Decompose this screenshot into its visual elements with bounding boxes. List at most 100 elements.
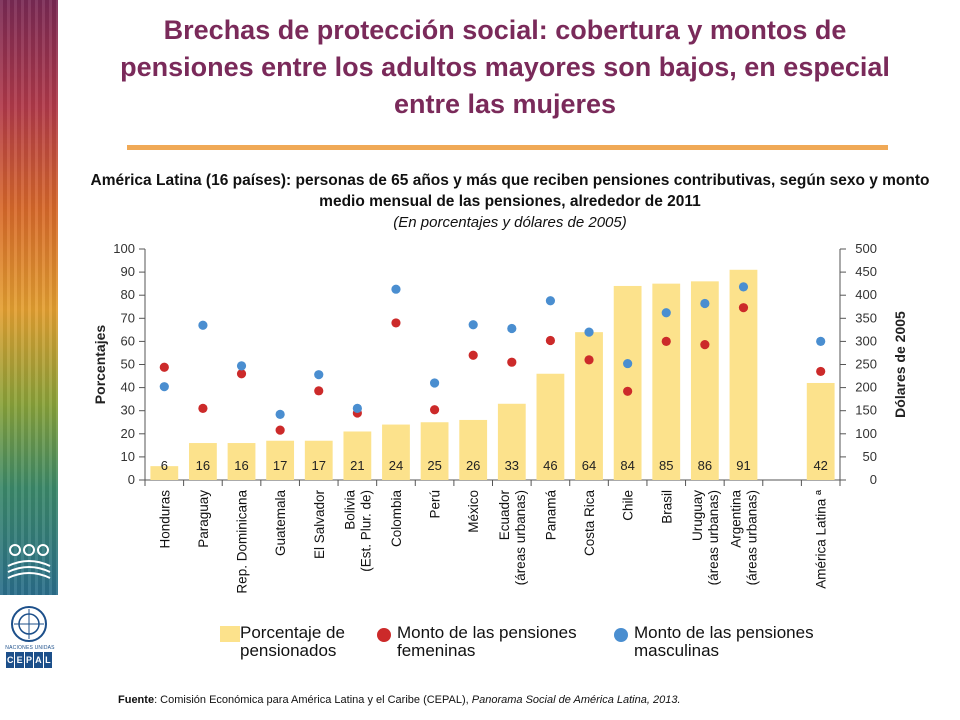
category-label: Guatemala (273, 490, 288, 557)
bar (497, 403, 526, 480)
category-label-line: Honduras (157, 490, 172, 549)
category-label-line: Argentina (728, 490, 743, 548)
y-axis-left-title: Porcentajes (92, 325, 108, 405)
male-pension-point (584, 327, 594, 337)
bar-value-label: 64 (582, 458, 596, 473)
cepal-letter: A (34, 652, 43, 668)
legend-bar-swatch (220, 626, 240, 642)
female-pension-point (700, 340, 710, 350)
left-tick-label: 50 (121, 357, 135, 372)
bar-value-label: 16 (196, 458, 210, 473)
bar (189, 443, 217, 480)
male-pension-point (468, 320, 478, 330)
right-tick-label: 350 (855, 310, 877, 325)
left-tick-label: 100 (113, 241, 135, 256)
category-label-line: Bolivia (342, 490, 357, 530)
male-pension-point (275, 409, 285, 419)
right-tick-label: 100 (855, 426, 877, 441)
male-pension-point (507, 323, 517, 334)
chart-subtitle: América Latina (16 países): personas de … (90, 172, 930, 210)
female-pension-point (198, 403, 208, 413)
page-title: Brechas de protección social: cobertura … (120, 15, 890, 119)
category-label-line: América Latina ª (814, 489, 829, 589)
left-tick-label: 90 (121, 264, 135, 279)
female-pension-point (545, 335, 556, 346)
male-pension-point (700, 298, 710, 309)
female-pension-point (816, 366, 826, 377)
un-label: NACIONES UNIDAS (5, 645, 55, 651)
bar-value-label: 6 (161, 458, 168, 473)
cepal-motif-icon (7, 544, 51, 579)
source-label: Fuente (118, 694, 155, 706)
female-pension-point (159, 362, 169, 372)
male-pension-point (545, 296, 556, 306)
left-tick-label: 30 (121, 403, 135, 418)
male-pension-point (738, 282, 749, 292)
decorative-side-band (0, 0, 58, 595)
bar (382, 424, 410, 480)
category-label: Brasil (659, 490, 674, 524)
title-divider (127, 145, 888, 150)
category-label: Panamá (543, 490, 558, 541)
category-label-line: Ecuador (497, 490, 512, 541)
category-label: Ecuador(áreas urbanas) (497, 490, 528, 586)
bar-value-label: 24 (389, 458, 403, 473)
right-tick-label: 450 (855, 264, 877, 279)
bar (690, 281, 719, 480)
female-pension-point (236, 369, 247, 379)
left-tick-label: 20 (121, 426, 135, 441)
category-label: Costa Rica (582, 490, 597, 557)
bar (343, 431, 372, 480)
category-label-line: Panamá (543, 490, 558, 541)
category-label-line: (Est. Plur. de) (358, 490, 373, 572)
bar (459, 419, 488, 480)
category-label-line: Rep. Dominicana (235, 490, 250, 594)
bar (613, 285, 642, 480)
right-tick-label: 200 (855, 380, 877, 395)
female-pension-point (468, 350, 478, 360)
category-label-line: Uruguay (690, 490, 705, 541)
category-label: Argentina(áreas urbanas) (728, 490, 759, 586)
male-pension-point (198, 320, 208, 330)
left-tick-label: 0 (128, 472, 135, 487)
left-tick-label: 60 (121, 333, 135, 348)
category-label-line: (áreas urbanas) (706, 490, 721, 585)
female-pension-point (275, 425, 285, 435)
bar-value-label: 17 (273, 458, 287, 473)
bar (420, 422, 449, 480)
category-label: Perú (428, 490, 443, 519)
right-tick-label: 500 (855, 241, 877, 256)
male-pension-point (314, 370, 324, 380)
bar-value-label: 86 (698, 458, 712, 473)
right-tick-label: 250 (855, 357, 877, 372)
female-pension-point (314, 386, 324, 396)
pension-chart: 0 10 20 30 40 50 60 70 80 90 100 0 50 100 150 200 250 300… (92, 241, 908, 594)
bar (536, 373, 565, 480)
left-tick-label: 70 (121, 310, 135, 325)
male-pension-point (352, 403, 362, 413)
female-pension-point (429, 405, 440, 415)
female-pension-point (507, 357, 517, 367)
bar-value-label: 25 (427, 458, 441, 473)
source-note: Fuente: Comisión Económica para América … (118, 694, 681, 706)
female-pension-point (738, 303, 749, 313)
male-pension-point (391, 284, 401, 294)
category-label: Bolivia(Est. Plur. de) (342, 490, 373, 572)
legend-bar-label: Porcentaje de pensionados (240, 623, 345, 660)
category-label-line: Paraguay (196, 490, 211, 548)
legend-female-label: Monto de las pensiones femeninas (397, 623, 577, 660)
category-label-line: El Salvador (312, 490, 327, 560)
category-label: Rep. Dominicana (235, 490, 250, 594)
bar-value-label: 21 (350, 458, 364, 473)
category-label: América Latina ª (814, 489, 829, 589)
category-label-line: Chile (621, 490, 636, 521)
right-tick-label: 150 (855, 403, 877, 418)
bar-value-label: 26 (466, 458, 480, 473)
source-text: : Comisión Económica para América Latina… (154, 694, 472, 706)
cepal-letter: C (6, 652, 15, 668)
female-pension-point (391, 318, 401, 328)
category-label-line: Perú (428, 490, 443, 519)
cepal-letter: E (15, 652, 24, 668)
bar-value-label: 84 (620, 458, 634, 473)
bar-value-label: 33 (505, 458, 519, 473)
